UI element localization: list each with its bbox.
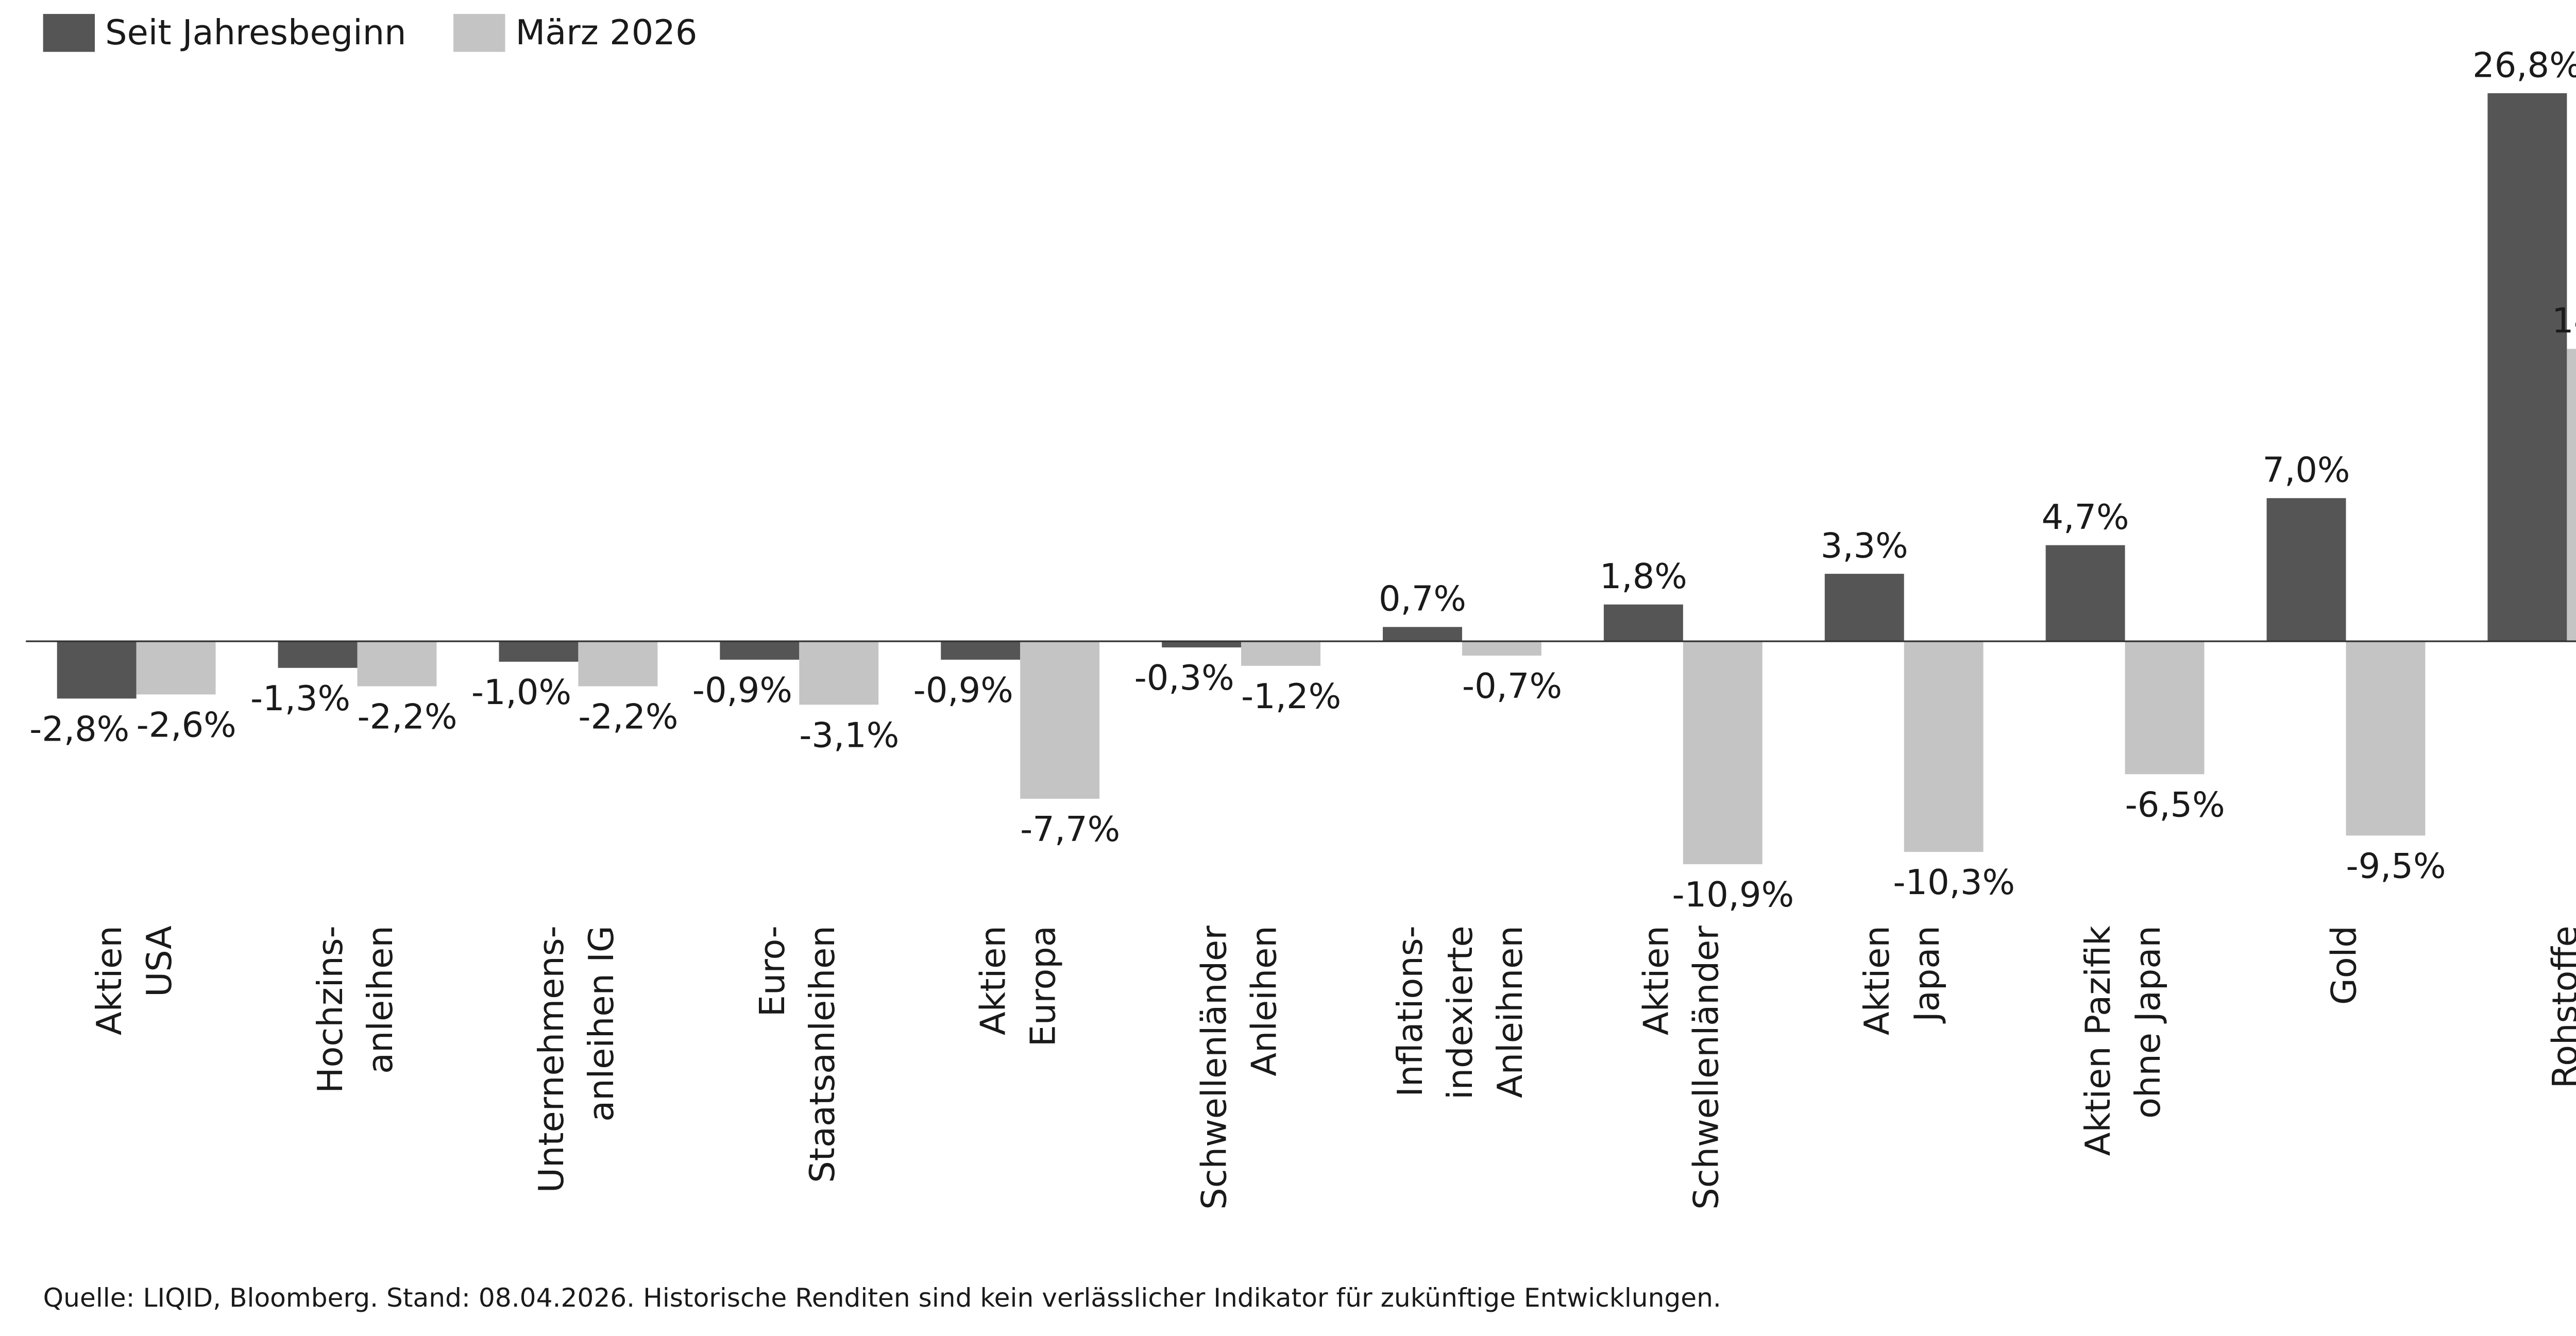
bar [2045,545,2125,642]
value-label: -0,9% [692,670,792,710]
x-tick-label: Aktien USA [89,926,179,1035]
x-tick-label: Schwellenländer Anleihen [1194,926,1284,1210]
value-label: -2,8% [29,709,129,749]
x-tick-label: Inflations-indexierte Anleihnen [1389,926,1530,1100]
legend-swatch [43,14,95,52]
value-label: 0,7% [1379,579,1466,619]
bar [136,641,216,695]
value-label: -2,6% [137,705,236,745]
bar [578,641,658,687]
value-label: -7,7% [1020,809,1120,849]
value-label: -0,9% [913,670,1013,710]
value-label: -10,9% [1672,875,1794,915]
bar [2125,641,2205,775]
value-label: -3,1% [799,715,899,755]
x-tick-label: Gold [2324,926,2364,1005]
x-tick-label: Aktien Japan [1857,926,1947,1035]
bar [1383,627,1462,642]
value-label: -2,2% [358,697,457,737]
legend-swatch [453,14,505,52]
bar [1020,641,1100,799]
bar [499,641,579,662]
bar [2266,498,2346,642]
value-label: 7,0% [2263,450,2350,490]
value-label: -1,0% [471,672,571,712]
bar [1603,604,1683,642]
source-note: Quelle: LIQID, Bloomberg. Stand: 08.04.2… [43,1282,1721,1313]
bar [1462,641,1541,656]
x-tick-label: Hochzins-anleihen [310,926,400,1093]
bar [1683,641,1762,864]
value-label: -10,3% [1893,862,2015,902]
value-label: -6,5% [2125,784,2225,825]
value-label: -9,5% [2346,846,2446,886]
value-label: -0,7% [1462,666,1562,706]
value-label: 4,7% [2042,497,2129,537]
value-label: 1,8% [1600,556,1687,596]
x-tick-label: Aktien Schwellenländer [1636,926,1726,1210]
x-tick-label: Rohstoffe [2545,926,2576,1088]
bar [799,641,879,705]
bar [2487,93,2567,642]
value-label: 14,3% [2552,301,2576,341]
x-tick-label: Euro- Staatsanleihen [752,926,842,1183]
bar [357,641,437,687]
legend-label: März 2026 [516,12,698,53]
legend-label: Seit Jahresbeginn [105,12,406,53]
value-label: 3,3% [1821,525,1908,566]
value-label: 26,8% [2472,45,2576,85]
value-label: -2,2% [578,697,678,737]
x-tick-label: Aktien Europa [973,926,1063,1047]
bar [1904,641,1984,852]
bar [2346,641,2426,836]
bar [2567,349,2576,642]
bar [720,641,800,660]
value-label: -1,2% [1241,676,1341,716]
bar [278,641,358,668]
value-label: -0,3% [1134,658,1234,698]
value-label: -1,3% [250,678,350,718]
x-tick-label: Unternehmens-anleihen IG [531,926,621,1193]
bar [1241,641,1320,666]
bar [57,641,137,699]
x-tick-label: Aktien Pazifik ohne Japan [2078,926,2168,1156]
bar [1824,574,1904,642]
bar [1162,641,1242,648]
bar [941,641,1021,660]
